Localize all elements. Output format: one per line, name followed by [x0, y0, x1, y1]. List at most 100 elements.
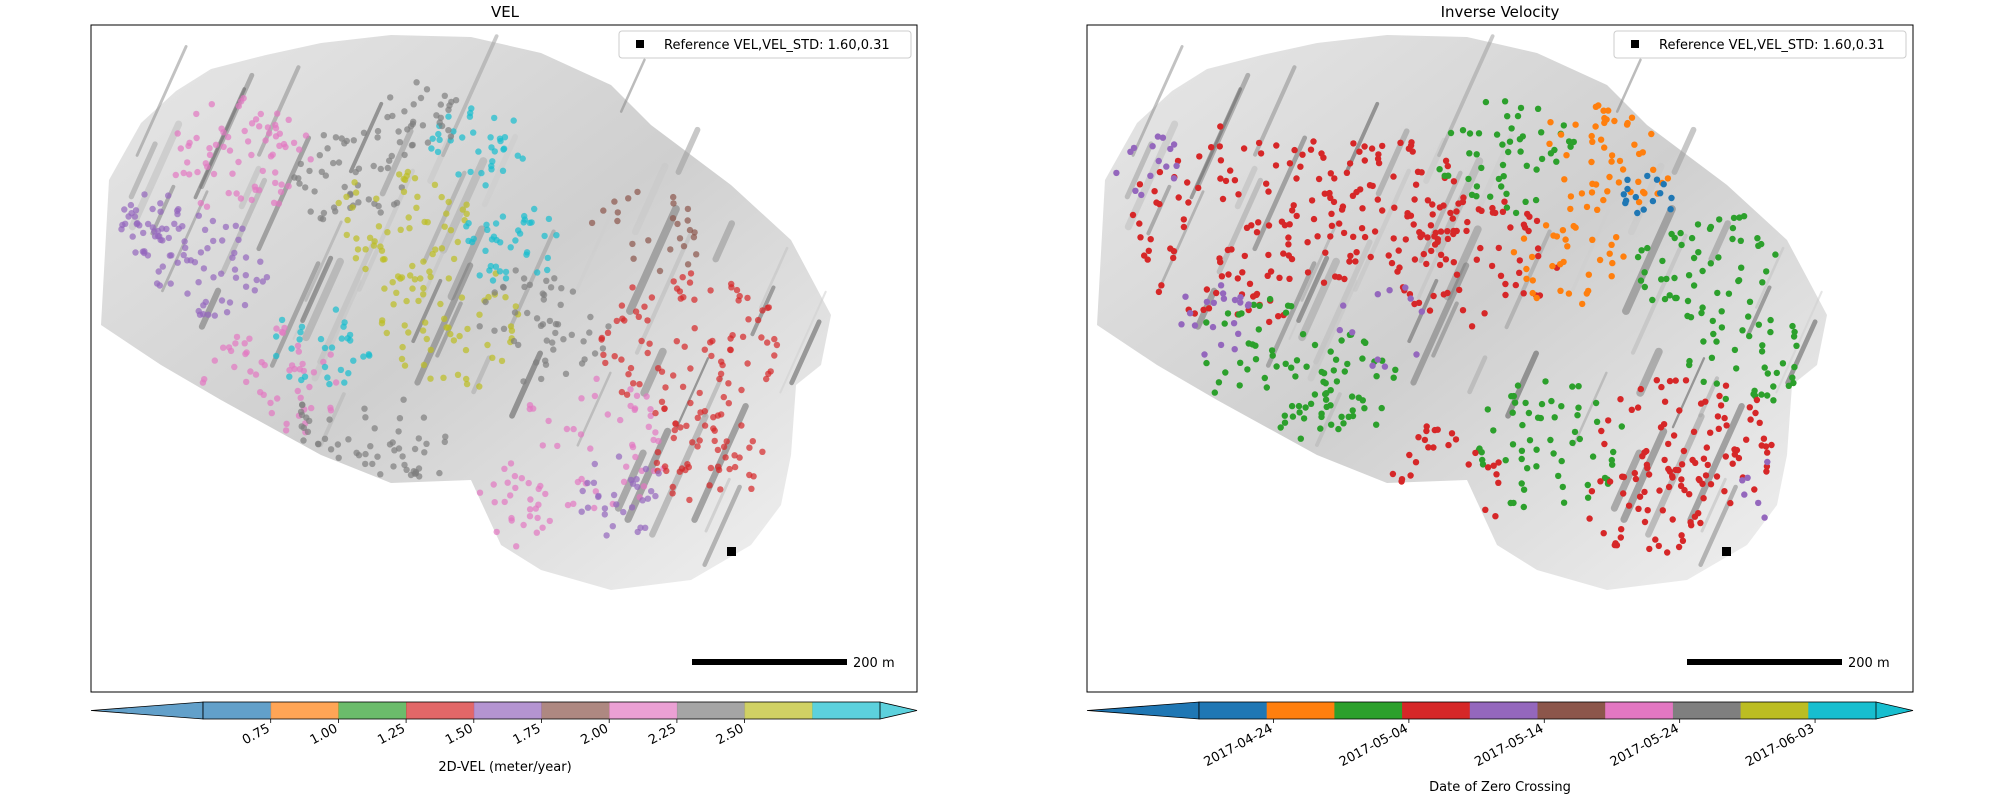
- data-point: [681, 343, 688, 350]
- data-point: [1147, 236, 1154, 243]
- data-point: [243, 378, 250, 386]
- data-point: [1406, 451, 1413, 459]
- data-point: [1524, 465, 1531, 472]
- data-point: [1716, 216, 1723, 223]
- data-point: [417, 94, 425, 102]
- data-point: [1738, 264, 1745, 271]
- colorbar-bin: [203, 702, 272, 719]
- data-point: [1747, 416, 1754, 423]
- data-point: [447, 133, 455, 140]
- data-point: [1421, 436, 1429, 444]
- data-point: [319, 215, 327, 223]
- data-point: [682, 466, 689, 474]
- data-point: [1318, 150, 1325, 157]
- data-point: [1518, 480, 1525, 487]
- data-point: [1484, 406, 1492, 413]
- data-point: [1635, 505, 1642, 512]
- data-point: [295, 348, 302, 355]
- data-point: [404, 126, 411, 133]
- data-point: [1586, 515, 1593, 522]
- data-point: [311, 188, 318, 195]
- data-point: [744, 360, 751, 367]
- data-point: [1516, 269, 1523, 276]
- data-point: [231, 249, 238, 257]
- terrain-ridge: [649, 413, 709, 538]
- data-point: [629, 240, 636, 248]
- data-point: [1571, 428, 1579, 436]
- data-point: [422, 319, 429, 326]
- data-point: [1284, 302, 1292, 309]
- data-point: [441, 438, 448, 446]
- data-point: [1600, 530, 1607, 537]
- data-point: [1361, 157, 1369, 164]
- data-point: [279, 329, 287, 336]
- data-point: [1715, 254, 1722, 261]
- colorbar-bin: [812, 702, 881, 719]
- data-point: [701, 346, 708, 353]
- data-point: [1697, 400, 1705, 407]
- terrain-ridge: [575, 208, 615, 292]
- data-point: [1688, 234, 1696, 242]
- data-point: [235, 158, 242, 166]
- data-point: [1281, 412, 1289, 419]
- data-point: [593, 375, 600, 382]
- data-point: [409, 141, 416, 149]
- data-point: [1718, 324, 1726, 331]
- data-point: [1550, 450, 1557, 457]
- data-point: [1606, 173, 1613, 181]
- data-point: [229, 170, 236, 177]
- data-point: [1442, 157, 1450, 164]
- data-point: [590, 479, 598, 486]
- data-point: [1208, 144, 1215, 151]
- data-point: [297, 329, 304, 336]
- data-point: [1359, 205, 1366, 212]
- data-point: [1755, 321, 1763, 328]
- colorbar-tick-label: 1.00: [308, 721, 341, 748]
- data-point: [1624, 119, 1631, 127]
- data-point: [1619, 166, 1627, 173]
- data-point: [574, 478, 582, 486]
- data-point: [140, 229, 147, 237]
- data-point: [502, 275, 510, 282]
- data-point: [447, 330, 454, 338]
- data-point: [224, 133, 232, 141]
- data-point: [1678, 241, 1685, 249]
- data-point: [399, 343, 406, 351]
- data-point: [1504, 113, 1511, 120]
- data-point: [427, 375, 434, 382]
- data-point: [1745, 313, 1752, 320]
- data-point: [1625, 502, 1633, 509]
- data-point: [1141, 252, 1148, 259]
- data-point: [1707, 429, 1714, 436]
- data-point: [523, 251, 530, 258]
- data-point: [588, 219, 596, 227]
- data-point: [1594, 206, 1601, 213]
- data-point: [345, 370, 352, 377]
- data-point: [745, 316, 752, 323]
- data-point: [330, 204, 338, 211]
- data-point: [491, 114, 498, 122]
- data-point: [512, 237, 519, 244]
- data-point: [499, 213, 507, 220]
- data-point: [1408, 139, 1415, 146]
- data-point: [1328, 210, 1335, 217]
- data-point: [1292, 373, 1299, 380]
- data-point: [1186, 310, 1194, 317]
- data-point: [1423, 260, 1430, 268]
- data-point: [174, 210, 181, 218]
- data-point: [759, 448, 766, 455]
- data-point: [241, 301, 249, 309]
- data-point: [535, 485, 542, 493]
- terrain-ridge: [1431, 301, 1459, 358]
- data-point: [165, 234, 172, 242]
- data-point: [1285, 234, 1292, 241]
- terrain-ridge: [1353, 168, 1412, 292]
- terrain-ridge: [691, 403, 749, 523]
- data-point: [1641, 488, 1648, 496]
- data-point: [1714, 289, 1721, 297]
- data-point: [670, 434, 677, 442]
- terrain-ridges: [1124, 34, 1823, 567]
- data-point: [1772, 251, 1779, 258]
- data-point: [362, 450, 369, 458]
- data-point: [1518, 447, 1526, 454]
